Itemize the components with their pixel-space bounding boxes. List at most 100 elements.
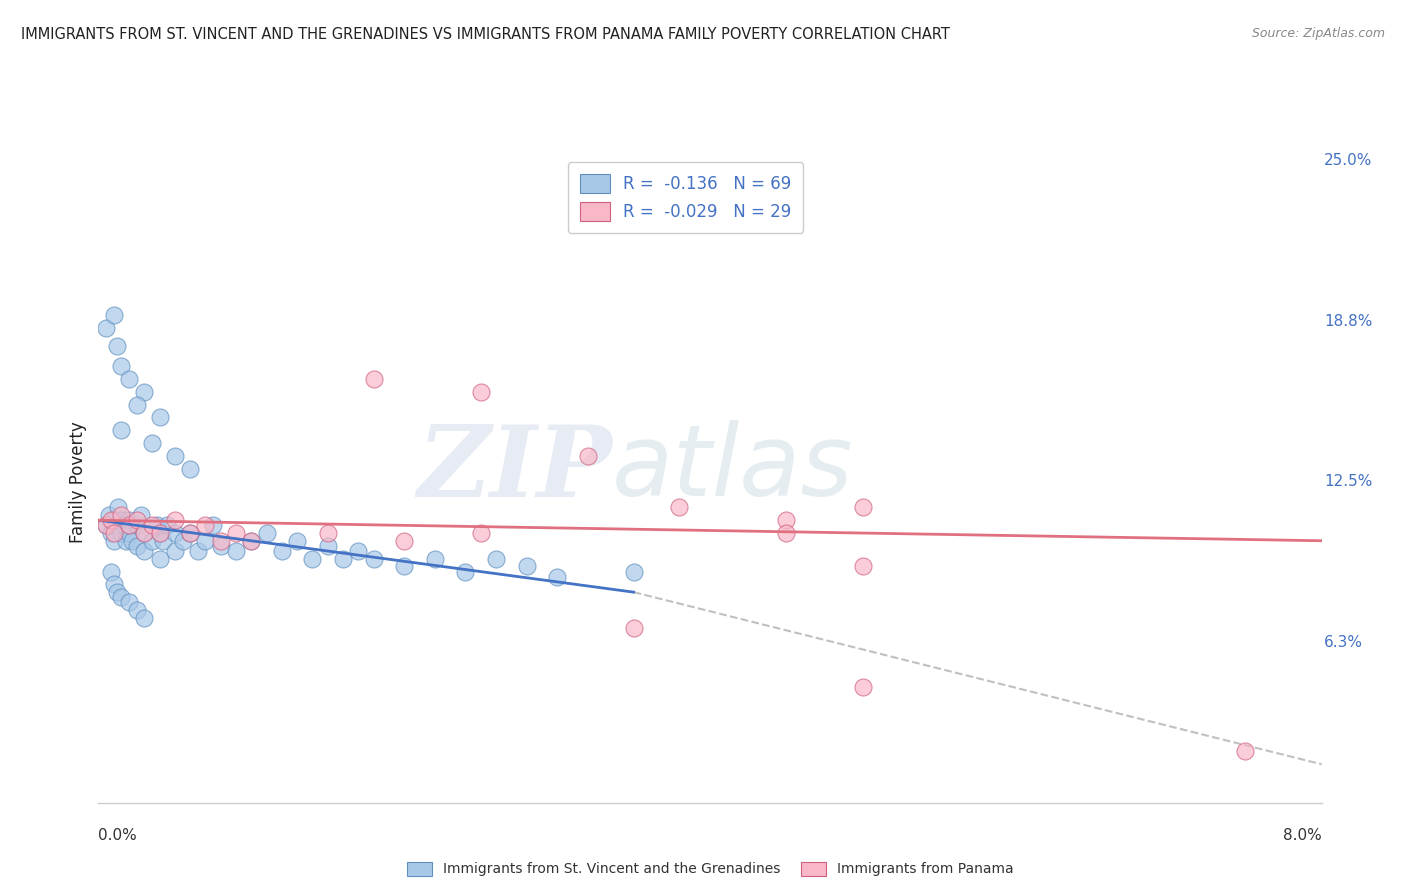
Point [172,533,194,548]
Point [332,551,354,566]
Point [149,526,172,541]
Point [105,518,128,533]
Point [194,518,217,533]
Point [105,338,128,352]
Text: 18.8%: 18.8% [1324,314,1372,328]
Point [107,500,129,515]
Point [149,551,172,566]
Text: 12.5%: 12.5% [1324,475,1372,489]
Point [347,544,370,558]
Point [852,680,875,694]
Text: 8.0%: 8.0% [1282,829,1322,844]
Point [423,551,446,566]
Point [125,513,148,527]
Point [775,526,797,541]
Point [125,539,148,553]
Point [110,513,132,527]
Point [105,585,128,599]
Point [134,526,156,541]
Point [179,526,201,541]
Point [187,544,209,558]
Point [110,591,132,605]
Point [149,410,172,425]
Point [94,320,117,334]
Point [546,570,568,584]
Point [179,526,201,541]
Point [149,526,172,541]
Point [156,518,179,533]
Point [270,544,294,558]
Point [515,559,537,574]
Point [118,513,141,527]
Point [240,533,263,548]
Point [209,539,232,553]
Point [94,518,117,533]
Text: 6.3%: 6.3% [1324,635,1362,649]
Point [112,518,135,533]
Point [301,551,323,566]
Point [470,384,492,399]
Point [141,533,163,548]
Point [100,526,122,541]
Point [225,544,247,558]
Point [163,544,186,558]
Point [316,526,339,541]
Point [103,526,125,541]
Point [110,423,132,437]
Point [125,518,148,533]
Point [179,462,201,476]
Point [134,384,156,399]
Point [363,551,385,566]
Text: Source: ZipAtlas.com: Source: ZipAtlas.com [1251,27,1385,40]
Point [141,518,163,533]
Point [125,398,148,412]
Point [134,544,156,558]
Point [145,518,167,533]
Point [202,518,225,533]
Point [103,308,125,322]
Point [110,526,132,541]
Point [363,372,385,386]
Point [775,513,797,527]
Point [1234,744,1257,758]
Point [100,513,122,527]
Text: ZIP: ZIP [418,421,612,517]
Point [110,508,132,522]
Point [110,359,132,373]
Point [103,513,125,527]
Point [163,449,186,463]
Text: IMMIGRANTS FROM ST. VINCENT AND THE GRENADINES VS IMMIGRANTS FROM PANAMA FAMILY : IMMIGRANTS FROM ST. VINCENT AND THE GREN… [21,27,950,42]
Point [209,533,232,548]
Point [852,559,875,574]
Point [623,565,645,579]
Point [98,508,121,522]
Point [118,518,141,533]
Y-axis label: Family Poverty: Family Poverty [69,421,87,542]
Point [134,526,156,541]
Point [163,526,186,541]
Point [194,533,217,548]
Point [852,500,875,515]
Point [118,526,141,541]
Point [225,526,247,541]
Point [668,500,690,515]
Point [285,533,308,548]
Point [240,533,263,548]
Point [316,539,339,553]
Point [392,533,416,548]
Point [163,513,186,527]
Point [118,372,141,386]
Point [115,533,138,548]
Point [103,533,125,548]
Point [470,526,492,541]
Point [485,551,508,566]
Point [100,565,122,579]
Point [141,436,163,450]
Point [392,559,416,574]
Point [129,508,152,522]
Point [576,449,599,463]
Point [121,533,143,548]
Text: atlas: atlas [612,420,853,517]
Point [103,577,125,591]
Point [94,518,117,533]
